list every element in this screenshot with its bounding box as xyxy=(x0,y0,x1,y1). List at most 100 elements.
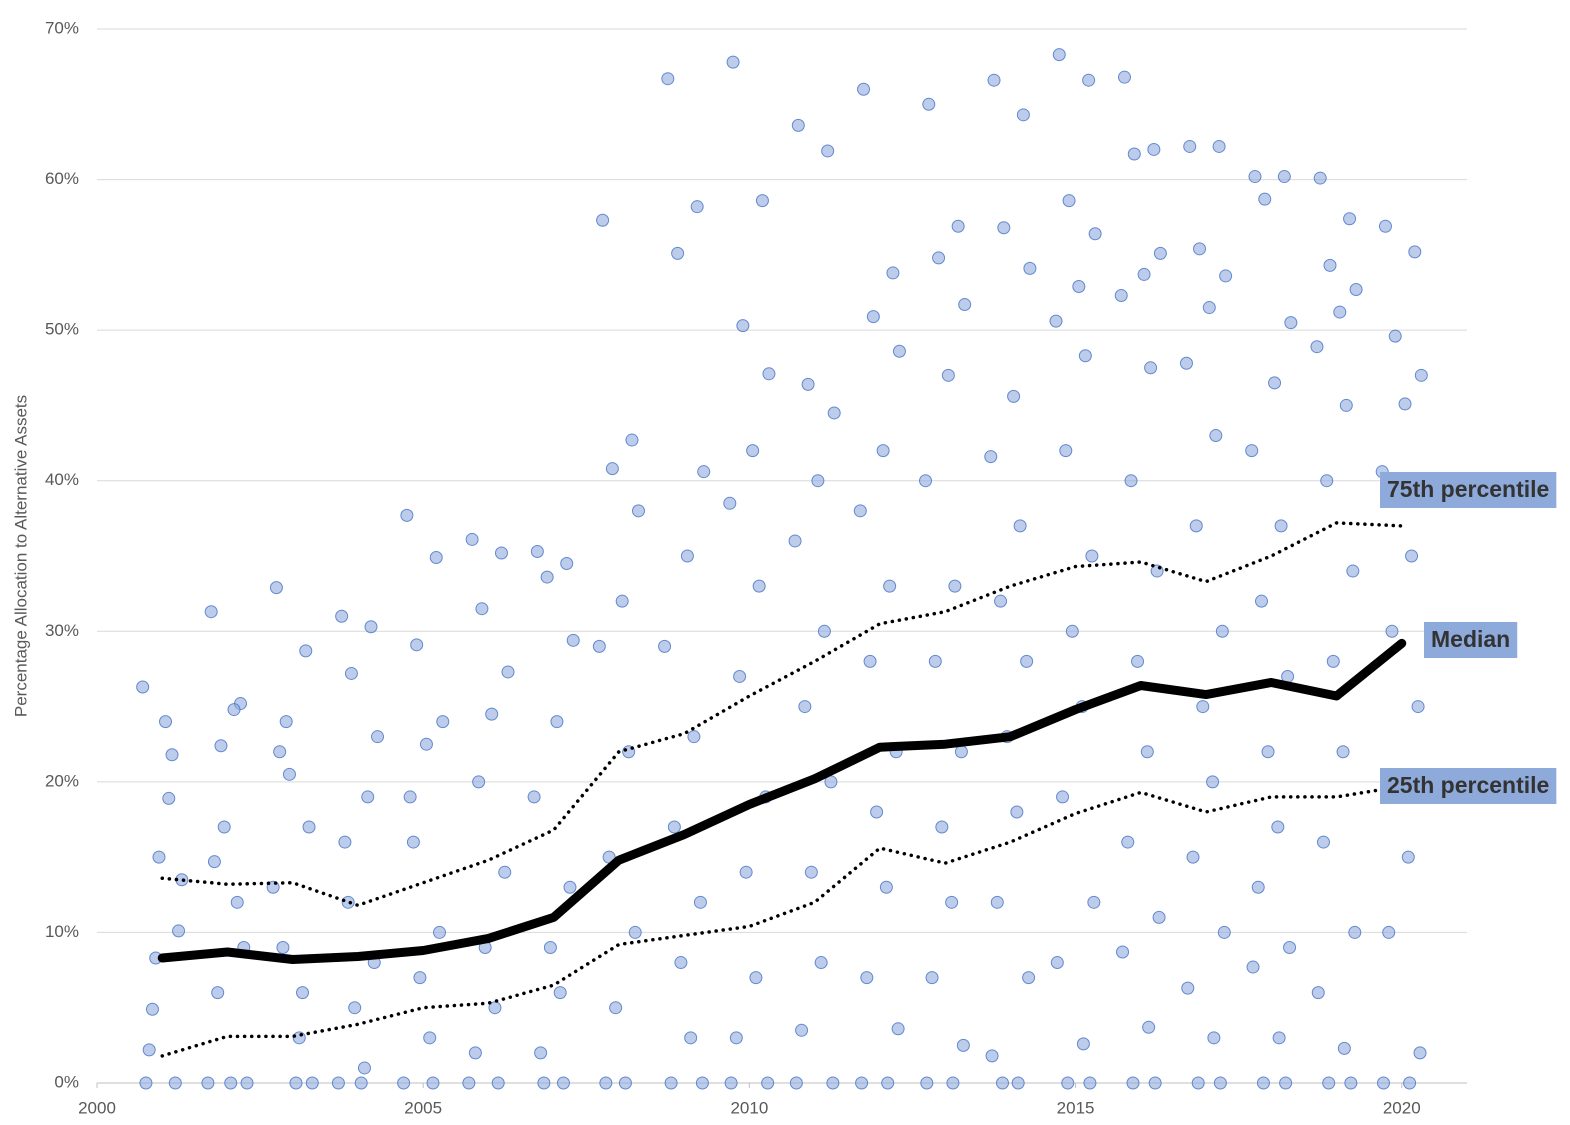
scatter-point xyxy=(341,895,355,909)
scatter-point xyxy=(1322,1076,1336,1090)
scatter-point xyxy=(920,1076,934,1090)
scatter-point xyxy=(1398,397,1412,411)
scatter-point xyxy=(534,1046,548,1060)
scatter-points xyxy=(136,48,1428,1090)
scatter-point xyxy=(609,1001,623,1015)
scatter-point xyxy=(1346,564,1360,578)
scatter-point xyxy=(951,219,965,233)
scatter-point xyxy=(1274,519,1288,533)
scatter-point xyxy=(1311,986,1325,1000)
scatter-point xyxy=(410,638,424,652)
scatter-point xyxy=(1118,70,1131,84)
scatter-point xyxy=(795,1023,809,1037)
scatter-point xyxy=(1333,305,1347,319)
scatter-point xyxy=(990,895,1004,909)
scatter-point xyxy=(827,406,841,420)
scatter-point xyxy=(423,1031,437,1045)
scatter-point xyxy=(1336,745,1350,759)
scatter-point xyxy=(664,1076,678,1090)
scatter-point xyxy=(429,551,443,565)
scatter-point xyxy=(739,865,753,879)
scatter-point xyxy=(615,594,629,608)
scatter-point xyxy=(1011,1076,1025,1090)
y-tick-label: 40% xyxy=(45,470,79,489)
scatter-point xyxy=(948,579,962,593)
scatter-point xyxy=(361,790,375,804)
scatter-point xyxy=(1083,1076,1097,1090)
scatter-point xyxy=(1337,1041,1351,1055)
x-tick-label: 2005 xyxy=(404,1098,442,1117)
scatter-point xyxy=(826,1076,840,1090)
scatter-point xyxy=(145,1002,159,1016)
line-series xyxy=(160,521,1404,908)
scatter-point xyxy=(801,377,815,391)
series-label-box xyxy=(1380,768,1557,804)
scatter-point xyxy=(1137,267,1151,281)
scatter-point xyxy=(371,730,385,744)
scatter-point xyxy=(625,433,639,447)
scatter-point xyxy=(276,940,290,954)
scatter-point xyxy=(1245,444,1259,458)
scatter-point xyxy=(946,1076,960,1090)
scatter-point xyxy=(1408,245,1422,259)
scatter-point xyxy=(987,73,1001,87)
scatter-point xyxy=(556,1076,570,1090)
scatter-point xyxy=(883,579,897,593)
scatter-point xyxy=(1142,1020,1156,1034)
scatter-point xyxy=(1348,925,1362,939)
scatter-point xyxy=(357,1061,371,1075)
scatter-point xyxy=(811,474,825,488)
scatter-point xyxy=(1179,356,1193,370)
scatter-point xyxy=(860,971,874,985)
scatter-point xyxy=(1181,981,1195,995)
scatter-point xyxy=(1277,170,1291,184)
scatter-point xyxy=(475,602,489,616)
scatter-point xyxy=(1403,1076,1417,1090)
scatter-point xyxy=(335,609,349,623)
scatter-point xyxy=(488,1001,502,1015)
x-tick-label: 2000 xyxy=(78,1098,116,1117)
scatter-point xyxy=(1271,820,1285,834)
scatter-point xyxy=(468,1046,482,1060)
scatter-point xyxy=(1127,147,1141,161)
scatter-point xyxy=(563,880,577,894)
scatter-point xyxy=(1088,227,1102,241)
scatter-point xyxy=(1388,329,1402,343)
scatter-point xyxy=(1114,289,1128,303)
scatter-point xyxy=(1082,73,1096,87)
scatter-point xyxy=(485,707,499,721)
scatter-point xyxy=(348,1001,362,1015)
series-label: 75th percentile xyxy=(1387,476,1549,502)
scatter-point xyxy=(1248,170,1262,184)
scatter-point xyxy=(746,444,760,458)
scatter-point xyxy=(224,1076,238,1090)
scatter-point xyxy=(733,669,747,683)
scatter-point xyxy=(723,496,737,510)
scatter-point xyxy=(1207,1031,1221,1045)
scatter-point xyxy=(1219,269,1233,283)
scatter-point xyxy=(596,213,610,227)
series-label: 25th percentile xyxy=(1387,772,1549,798)
scatter-point xyxy=(1313,171,1327,185)
scatter-point xyxy=(919,474,933,488)
scatter-point xyxy=(886,266,900,280)
scatter-point xyxy=(1405,549,1419,563)
scatter-point xyxy=(985,1049,999,1063)
scatter-point xyxy=(491,1076,505,1090)
scatter-point xyxy=(680,549,694,563)
y-tick-label: 10% xyxy=(45,922,79,941)
scatter-point xyxy=(527,790,541,804)
scatter-point xyxy=(397,1076,411,1090)
scatter-point xyxy=(997,221,1011,235)
scatter-point xyxy=(543,940,557,954)
scatter-point xyxy=(945,895,959,909)
scatter-point xyxy=(1144,361,1158,375)
scatter-point xyxy=(1212,139,1226,153)
scatter-point xyxy=(279,715,293,729)
y-tick-label: 50% xyxy=(45,320,79,339)
scatter-point xyxy=(305,1076,319,1090)
scatter-point xyxy=(142,1043,156,1057)
scatter-point xyxy=(1010,805,1024,819)
scatter-point xyxy=(1131,654,1145,668)
scatter-point xyxy=(1124,474,1138,488)
